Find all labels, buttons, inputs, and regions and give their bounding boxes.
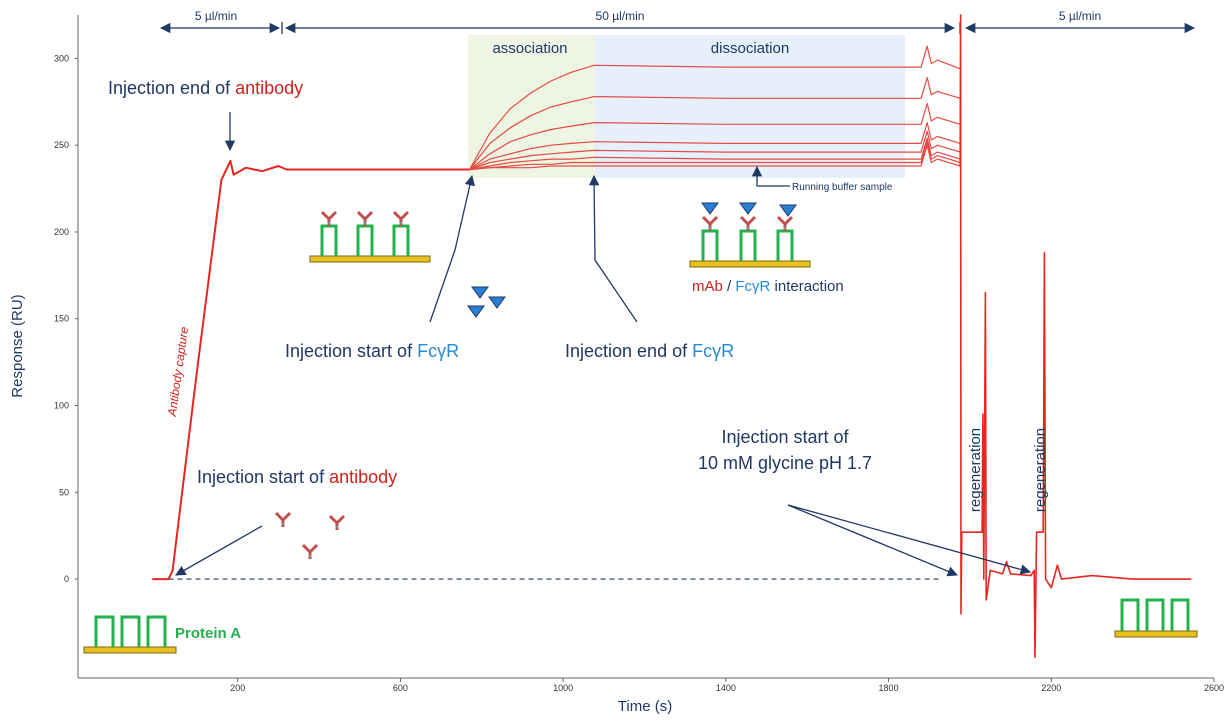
x-axis-label: Time (s) <box>618 698 672 715</box>
annotation: Running buffer sample <box>792 182 893 193</box>
free-antibody-icon <box>274 511 346 561</box>
trace <box>469 76 961 170</box>
y-tick-label: 250 <box>54 140 69 150</box>
flow-rate-label: 5 µl/min <box>195 9 237 23</box>
annotation-text: / <box>723 278 736 295</box>
protein-a-icon <box>1114 598 1198 638</box>
y-tick-label: 50 <box>59 487 69 497</box>
annotation-arrow <box>787 504 1032 575</box>
annotation: Protein A <box>175 625 241 642</box>
plot-area: 0 50 100 150 200 250 300 200 600 1000 1400 1800 2200… <box>54 14 1224 693</box>
protein-a-icon <box>83 615 177 654</box>
annotation: Injection end of antibody <box>108 78 303 98</box>
trace <box>469 137 961 171</box>
trace <box>469 141 961 171</box>
x-tick-label: 1000 <box>553 683 573 693</box>
trace <box>152 159 470 581</box>
annotation-arrow <box>751 165 790 187</box>
annotation: Injection start of antibody <box>197 467 397 487</box>
captured-antibody-icon <box>309 210 431 263</box>
annotation-arrow <box>175 525 263 576</box>
annotation-text: antibody <box>235 78 303 98</box>
annotation: mAb / FcγR interaction <box>692 278 844 295</box>
annotation: regeneration <box>1032 428 1049 512</box>
annotation: Injection start of FcγR <box>285 341 459 361</box>
annotation: Injection start of <box>721 427 849 447</box>
annotation-text: FcγR <box>417 341 459 361</box>
flow-rate-label: 5 µl/min <box>1059 9 1101 23</box>
y-tick-label: 0 <box>64 574 69 584</box>
flow-rate-label: 50 µl/min <box>596 9 645 23</box>
x-tick-label: 1400 <box>716 683 736 693</box>
x-tick-label: 1800 <box>879 683 899 693</box>
annotation-text: Injection start of <box>197 467 329 487</box>
trace <box>469 130 961 171</box>
phase-label: dissociation <box>711 40 789 57</box>
annotation-text: FcγR <box>735 278 770 295</box>
fcgr-icon <box>467 286 506 318</box>
annotation-text: Injection start of <box>285 341 417 361</box>
annotation: 10 mM glycine pH 1.7 <box>698 453 872 473</box>
trace <box>469 122 961 171</box>
annotation-arrow <box>429 174 475 323</box>
x-tick-label: 600 <box>393 683 408 693</box>
annotation-text: FcγR <box>692 341 734 361</box>
annotation: Antibody capture <box>165 326 192 418</box>
y-axis-label: Response (RU) <box>9 294 26 397</box>
x-tick-label: 2200 <box>1041 683 1061 693</box>
trace <box>469 102 961 170</box>
y-tick-label: 300 <box>54 53 69 63</box>
annotation-text: Injection end of <box>565 341 692 361</box>
dissociation-region <box>595 35 905 178</box>
annotation-text: interaction <box>770 278 843 295</box>
annotation-text: Injection end of <box>108 78 235 98</box>
y-tick-label: 100 <box>54 401 69 411</box>
trace <box>469 45 961 170</box>
annotation-text: mAb <box>692 278 723 295</box>
annotation-arrow <box>787 504 958 577</box>
phase-label: association <box>492 40 567 57</box>
annotation: regeneration <box>967 428 984 512</box>
interaction-icon <box>689 202 811 268</box>
flow-rate-arrows <box>159 22 1196 34</box>
annotation-text: antibody <box>329 467 397 487</box>
y-tick-label: 150 <box>54 314 69 324</box>
trace <box>469 144 961 171</box>
annotation-arrow <box>588 174 638 323</box>
x-tick-label: 2600 <box>1204 683 1224 693</box>
annotation: Injection end of FcγR <box>565 341 734 361</box>
trace <box>959 14 1192 658</box>
y-tick-label: 200 <box>54 227 69 237</box>
x-tick-label: 200 <box>230 683 245 693</box>
